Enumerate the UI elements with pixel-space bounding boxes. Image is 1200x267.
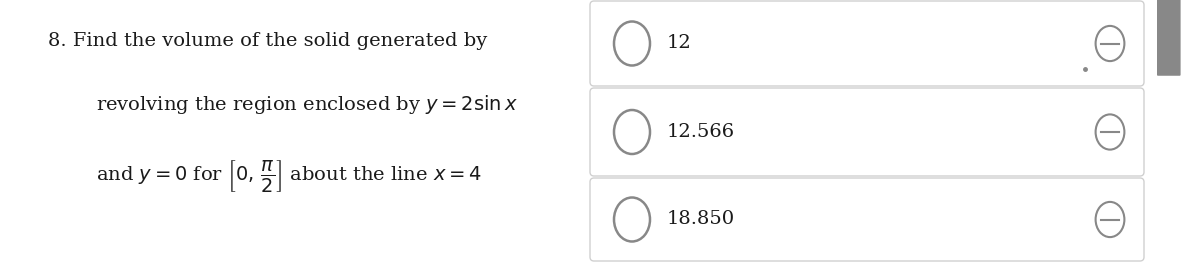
Ellipse shape	[614, 110, 650, 154]
FancyBboxPatch shape	[590, 1, 1144, 86]
Ellipse shape	[1096, 26, 1124, 61]
FancyBboxPatch shape	[590, 88, 1144, 176]
FancyBboxPatch shape	[590, 178, 1144, 261]
Ellipse shape	[614, 22, 650, 65]
FancyBboxPatch shape	[1157, 0, 1181, 76]
Text: and $y = 0$ for $\left[0,\,\dfrac{\pi}{2}\right]$ about the line $x = 4$: and $y = 0$ for $\left[0,\,\dfrac{\pi}{2…	[96, 158, 482, 194]
Text: 12.566: 12.566	[667, 123, 736, 141]
Ellipse shape	[1096, 114, 1124, 150]
Text: 12: 12	[667, 34, 691, 53]
Text: revolving the region enclosed by $y = 2\sin x$: revolving the region enclosed by $y = 2\…	[96, 93, 518, 116]
Ellipse shape	[614, 198, 650, 241]
Text: 18.850: 18.850	[667, 210, 736, 229]
Text: 8. Find the volume of the solid generated by: 8. Find the volume of the solid generate…	[48, 32, 487, 50]
Ellipse shape	[1096, 202, 1124, 237]
